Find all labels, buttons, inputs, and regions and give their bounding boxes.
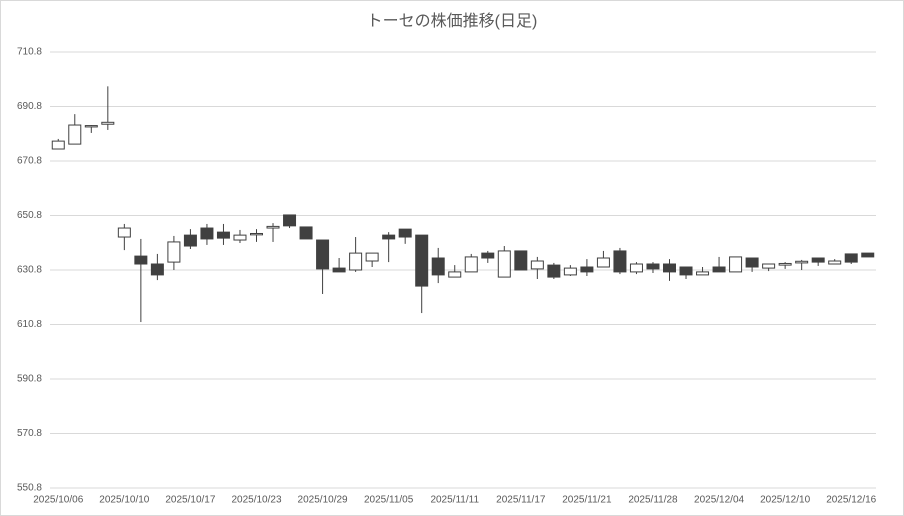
candle-body [563, 267, 577, 276]
y-tick-label: 590.8 [17, 374, 42, 385]
candle-body [828, 260, 842, 265]
candle-body [646, 263, 660, 270]
candle-body [316, 239, 330, 270]
candle-body [431, 257, 445, 276]
x-tick-label: 2025/10/10 [99, 495, 149, 506]
candle-body [679, 266, 693, 276]
y-tick-label: 710.8 [17, 47, 42, 58]
candle-body [497, 250, 511, 278]
candle-body [183, 234, 197, 247]
candle-body [596, 257, 610, 268]
y-tick-label: 570.8 [17, 428, 42, 439]
candle-body [84, 125, 98, 128]
candle-body [448, 271, 462, 278]
candle-body [696, 271, 710, 276]
candle-body [68, 124, 82, 145]
y-tick-label: 610.8 [17, 319, 42, 330]
x-tick-label: 2025/12/04 [694, 495, 744, 506]
candle-body [712, 266, 726, 273]
candle-body [167, 241, 181, 263]
candle-body [200, 227, 214, 240]
y-tick-label: 670.8 [17, 156, 42, 167]
candle-body [266, 225, 280, 229]
x-tick-label: 2025/11/05 [364, 495, 414, 506]
candle-body [613, 250, 627, 273]
x-tick-label: 2025/10/23 [231, 495, 281, 506]
x-tick-label: 2025/11/17 [496, 495, 546, 506]
candle-body [663, 263, 676, 273]
x-tick-label: 2025/12/10 [760, 495, 810, 506]
candle-body [332, 267, 346, 273]
candle-body [398, 228, 412, 238]
candle-body [250, 232, 263, 236]
candle-body [233, 234, 247, 241]
candle-body [762, 263, 776, 269]
candle-body [117, 227, 131, 238]
candle-body [349, 252, 363, 271]
y-tick-label: 630.8 [17, 265, 42, 276]
candle-body [101, 121, 115, 125]
x-tick-label: 2025/11/28 [628, 495, 678, 506]
candle-body [778, 262, 792, 266]
candle-body [530, 260, 544, 270]
candle-body [861, 252, 875, 258]
x-tick-label: 2025/11/11 [430, 495, 479, 506]
candle-body [547, 264, 561, 278]
x-tick-label: 2025/12/16 [826, 495, 876, 506]
x-tick-label: 2025/10/29 [298, 495, 348, 506]
y-tick-label: 550.8 [17, 483, 42, 494]
candle-body [514, 250, 528, 271]
candle-body [464, 256, 478, 273]
candle-body [134, 255, 148, 265]
x-tick-label: 2025/10/17 [165, 495, 215, 506]
candle-body [299, 226, 313, 240]
candle-body [795, 260, 809, 264]
candle-body [51, 140, 65, 150]
candle-body [382, 234, 396, 240]
candle-body [745, 257, 759, 268]
chart-title: トーセの株価推移(日足) [367, 12, 538, 30]
candle-body [811, 257, 825, 263]
candle-body [629, 263, 643, 273]
candle-body [415, 234, 429, 287]
x-tick-label: 2025/10/06 [33, 495, 83, 506]
y-tick-label: 650.8 [17, 210, 42, 221]
x-tick-label: 2025/11/21 [562, 495, 612, 506]
candle-body [580, 266, 594, 273]
candle-body [481, 252, 495, 259]
y-tick-label: 690.8 [17, 101, 42, 112]
candle-body [844, 253, 858, 263]
candle-body [150, 263, 164, 276]
candle-body [365, 252, 379, 262]
candle-body [283, 214, 297, 227]
candle-body [729, 256, 743, 273]
candle-body [216, 231, 230, 239]
